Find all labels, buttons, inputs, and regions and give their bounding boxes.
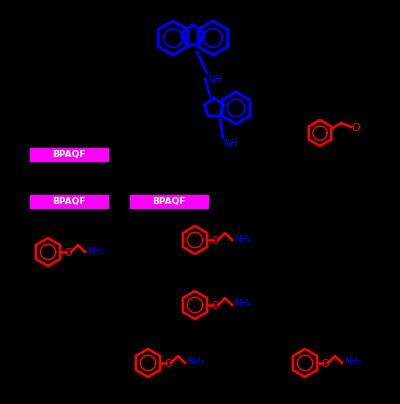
Text: BPAQF: BPAQF bbox=[152, 197, 186, 206]
FancyBboxPatch shape bbox=[30, 148, 108, 161]
Text: BPAQF: BPAQF bbox=[52, 150, 86, 159]
Text: BPAQF: BPAQF bbox=[52, 197, 86, 206]
Text: O: O bbox=[351, 123, 360, 133]
Text: NH₂: NH₂ bbox=[187, 358, 204, 366]
FancyBboxPatch shape bbox=[30, 195, 108, 208]
Text: O: O bbox=[211, 236, 219, 246]
FancyBboxPatch shape bbox=[130, 195, 208, 208]
Text: O: O bbox=[64, 248, 72, 258]
Text: NH₂: NH₂ bbox=[234, 299, 251, 309]
Text: NH₂: NH₂ bbox=[344, 358, 361, 366]
Text: NH₂: NH₂ bbox=[87, 246, 104, 255]
Text: O: O bbox=[164, 359, 172, 369]
Text: O: O bbox=[321, 359, 329, 369]
Text: NH: NH bbox=[224, 139, 239, 149]
Text: O: O bbox=[211, 301, 219, 311]
Text: NH₂: NH₂ bbox=[234, 234, 251, 244]
Text: NH: NH bbox=[208, 75, 223, 85]
